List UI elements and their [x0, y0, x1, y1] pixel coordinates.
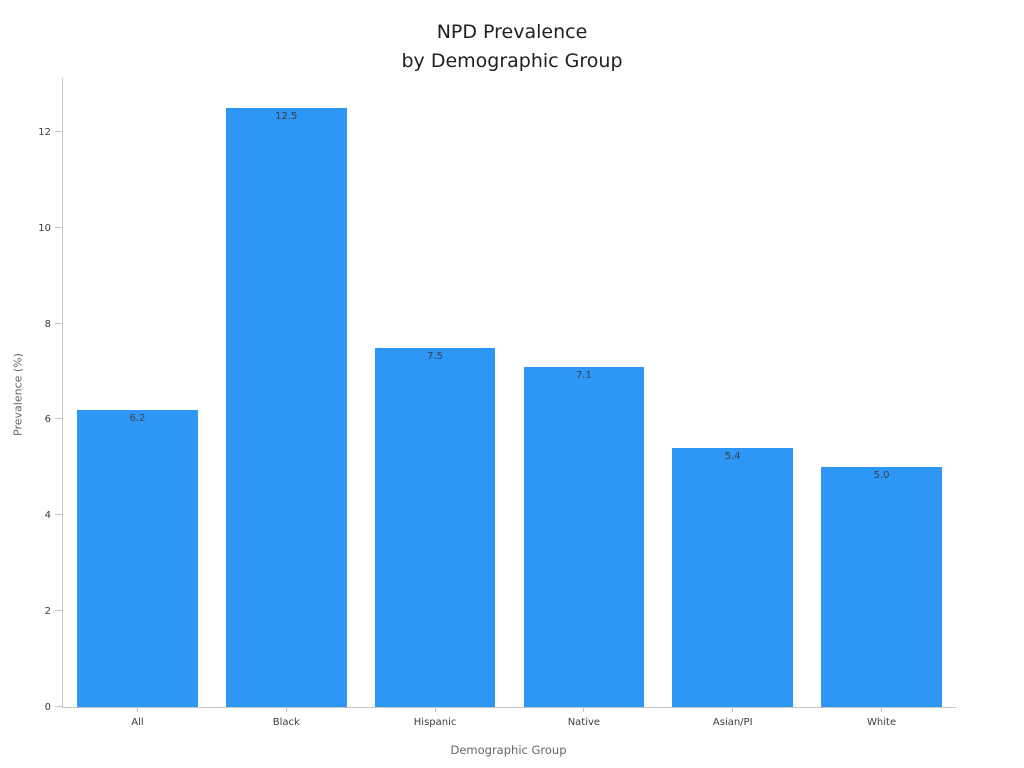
bar-value-label: 7.5: [427, 350, 444, 362]
y-tick-label: 0: [44, 702, 51, 713]
x-tick-slot: Native: [509, 707, 658, 728]
x-tick-slot: Hispanic: [361, 707, 510, 728]
x-axis-label: Demographic Group: [450, 743, 567, 757]
bar-value-label: 6.2: [129, 412, 146, 424]
x-tick-label: Native: [567, 717, 601, 728]
x-tick-label: White: [867, 717, 897, 728]
x-tick-mark: [583, 707, 585, 712]
y-tick-label: 8: [44, 318, 51, 330]
bar-slot: 7.1: [509, 78, 658, 707]
bar-slot: 5.4: [658, 78, 807, 707]
bar-value-label: 5.4: [724, 451, 741, 463]
y-tick-label: 12: [38, 126, 51, 138]
x-axis-ticks: All Black Hispanic Native Asian/PI White: [63, 707, 956, 728]
bar-value-label: 12.5: [275, 110, 298, 122]
y-tick-label: 10: [38, 222, 51, 234]
bar-black: 12.5: [225, 107, 347, 707]
bar-all: 6.2: [77, 409, 198, 707]
x-tick-mark: [881, 707, 883, 712]
x-tick-label: Asian/PI: [712, 717, 753, 728]
bar-slot: 6.2: [63, 78, 212, 707]
x-tick-mark: [285, 707, 287, 712]
bar-asian-pi: 5.4: [672, 448, 793, 707]
x-tick-label: Black: [272, 717, 300, 728]
x-tick-slot: Black: [212, 707, 361, 728]
x-tick-slot: White: [807, 707, 956, 728]
bar-slot: 7.5: [361, 78, 510, 707]
y-axis-label: Prevalence (%): [11, 353, 25, 436]
x-tick-mark: [434, 707, 436, 712]
x-tick-slot: Asian/PI: [658, 707, 807, 728]
bar-native: 7.1: [523, 366, 645, 707]
y-tick-mark: [55, 322, 62, 324]
plot-area: 0 2 4 6 8 10 12 6.2 12.5 7.5 7.1 5.4 5.0 All Black Hi…: [38, 78, 956, 728]
bars-container: 6.2 12.5 7.5 7.1 5.4 5.0: [63, 78, 956, 707]
y-tick-label: 4: [44, 510, 51, 522]
x-tick-label: All: [131, 717, 144, 728]
y-tick-label: 2: [44, 606, 51, 618]
bar-slot: 12.5: [212, 78, 361, 707]
y-tick-mark: [55, 514, 62, 516]
chart-title: NPD Prevalence by Demographic Group: [401, 21, 623, 72]
y-tick-mark: [55, 226, 62, 228]
bar-slot: 5.0: [807, 78, 956, 707]
x-tick-mark: [136, 707, 138, 712]
y-tick-mark: [55, 610, 62, 612]
bar-value-label: 7.1: [575, 369, 592, 381]
y-tick-mark: [55, 706, 62, 707]
bar-value-label: 5.0: [873, 470, 890, 482]
y-tick-label: 6: [44, 414, 51, 426]
y-tick-mark: [55, 418, 62, 420]
x-tick-label: Hispanic: [413, 717, 457, 728]
bar-white: 5.0: [821, 467, 942, 707]
x-tick-slot: All: [63, 707, 212, 728]
bar-hispanic: 7.5: [374, 347, 496, 707]
y-tick-mark: [55, 130, 62, 132]
x-tick-mark: [732, 707, 734, 712]
